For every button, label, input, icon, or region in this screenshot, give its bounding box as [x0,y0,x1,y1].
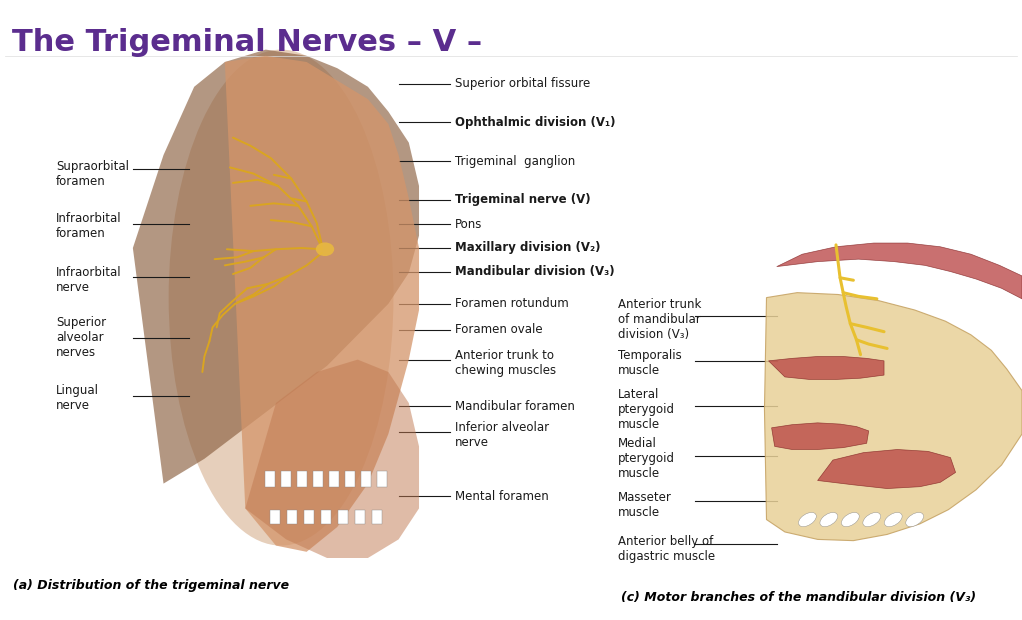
Polygon shape [133,50,419,484]
Text: The Trigeminal Nerves – V –: The Trigeminal Nerves – V – [12,28,482,57]
Text: Superior orbital fissure: Superior orbital fissure [455,78,590,90]
Ellipse shape [884,513,902,526]
Polygon shape [225,56,419,552]
Text: Supraorbital
foramen: Supraorbital foramen [56,159,129,188]
Ellipse shape [841,513,860,526]
Bar [321,510,331,524]
Polygon shape [245,360,419,558]
Bar [361,471,371,487]
Text: Mandibular foramen: Mandibular foramen [455,400,574,412]
Text: Anterior belly of
digastric muscle: Anterior belly of digastric muscle [618,534,715,563]
Text: (a) Distribution of the trigeminal nerve: (a) Distribution of the trigeminal nerve [13,579,289,592]
Bar [296,471,307,487]
Text: (c) Motor branches of the mandibular division (V₃): (c) Motor branches of the mandibular div… [621,591,976,604]
Bar [313,471,323,487]
Bar [345,471,356,487]
Bar [338,510,349,524]
Text: Masseter
muscle: Masseter muscle [618,491,672,520]
Text: Trigeminal nerve (V): Trigeminal nerve (V) [455,193,591,206]
Text: Pons: Pons [455,218,482,231]
Polygon shape [818,450,956,489]
Ellipse shape [798,513,817,526]
Text: Temporalis
muscle: Temporalis muscle [618,348,682,377]
Text: Anterior trunk to
chewing muscles: Anterior trunk to chewing muscles [455,348,556,377]
Text: Medial
pterygoid
muscle: Medial pterygoid muscle [618,437,676,480]
Bar [377,471,387,487]
Bar [355,510,365,524]
Ellipse shape [316,242,334,256]
Text: Superior
alveolar
nerves: Superior alveolar nerves [56,316,106,360]
Bar [287,510,297,524]
Bar [304,510,314,524]
Text: Lateral
pterygoid
muscle: Lateral pterygoid muscle [618,388,676,431]
Bar [372,510,382,524]
Bar [281,471,291,487]
Text: Lingual
nerve: Lingual nerve [56,384,99,412]
Ellipse shape [169,50,393,546]
Text: Inferior alveolar
nerve: Inferior alveolar nerve [455,421,549,450]
Polygon shape [772,423,869,450]
Text: Anterior trunk
of mandibular
division (V₃): Anterior trunk of mandibular division (V… [618,298,702,341]
Text: Foramen rotundum: Foramen rotundum [455,298,568,310]
Polygon shape [769,356,884,379]
Text: Infraorbital
foramen: Infraorbital foramen [56,212,122,241]
Text: Mandibular division (V₃): Mandibular division (V₃) [455,265,614,278]
Polygon shape [777,243,1022,299]
Text: Foramen ovale: Foramen ovale [455,324,543,336]
Bar [329,471,339,487]
Text: Infraorbital
nerve: Infraorbital nerve [56,266,122,294]
Bar [270,510,280,524]
Text: Mental foramen: Mental foramen [455,490,549,502]
Text: Trigeminal  ganglion: Trigeminal ganglion [455,155,575,167]
Ellipse shape [863,513,881,526]
Text: Maxillary division (V₂): Maxillary division (V₂) [455,242,600,254]
Ellipse shape [820,513,838,526]
Polygon shape [764,293,1022,541]
Ellipse shape [905,513,924,526]
Bar [265,471,275,487]
Text: Ophthalmic division (V₁): Ophthalmic division (V₁) [455,116,615,128]
